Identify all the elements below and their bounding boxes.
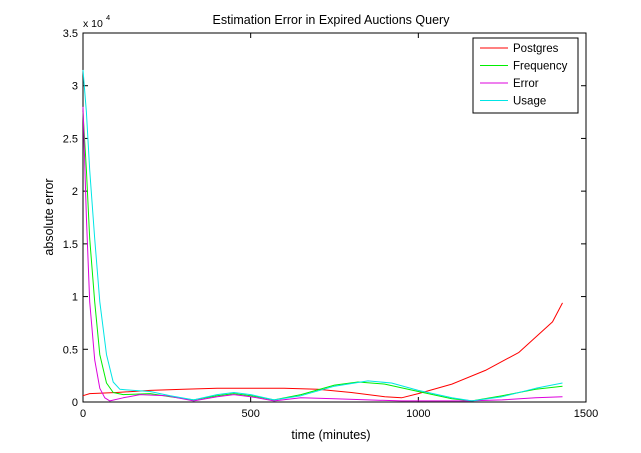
y-scale-base: x 10 [83,18,103,30]
x-axis: 0 500 1000 1500 [80,33,598,420]
y-tick-label: 0 [72,397,78,409]
chart-title: Estimation Error in Expired Auctions Que… [213,13,451,27]
y-tick-label: 2 [72,186,78,198]
legend-items: Postgres Frequency Error Usage [480,43,568,108]
y-axis-label: absolute error [42,178,56,255]
legend: Postgres Frequency Error Usage [472,37,579,114]
y-tick-label: 0.5 [63,344,78,356]
series-line-error [82,106,563,402]
y-tick-label: 2.5 [63,133,78,145]
x-tick-label: 1500 [574,408,598,420]
y-scale-exponent: 4 [106,13,110,22]
y-scale-multiplier: x 10 4 [83,13,110,30]
y-tick-label: 3.5 [63,28,78,40]
x-tick-label: 1000 [406,408,430,420]
series-lines [82,69,563,402]
series-line-frequency [82,112,563,402]
series-line-usage [82,69,563,402]
legend-label-usage: Usage [513,96,546,108]
y-tick-label: 1 [72,292,78,304]
x-tick-label: 0 [80,408,86,420]
x-axis-label: time (minutes) [291,428,370,442]
x-tick-label: 500 [241,408,259,420]
y-axis: 0 0.5 1 1.5 2 2.5 3 3.5 [63,28,586,409]
y-tick-label: 1.5 [63,239,78,251]
legend-label-frequency: Frequency [513,61,568,73]
legend-label-postgres: Postgres [513,43,559,55]
y-tick-label: 3 [72,81,78,93]
legend-label-error: Error [513,78,539,90]
